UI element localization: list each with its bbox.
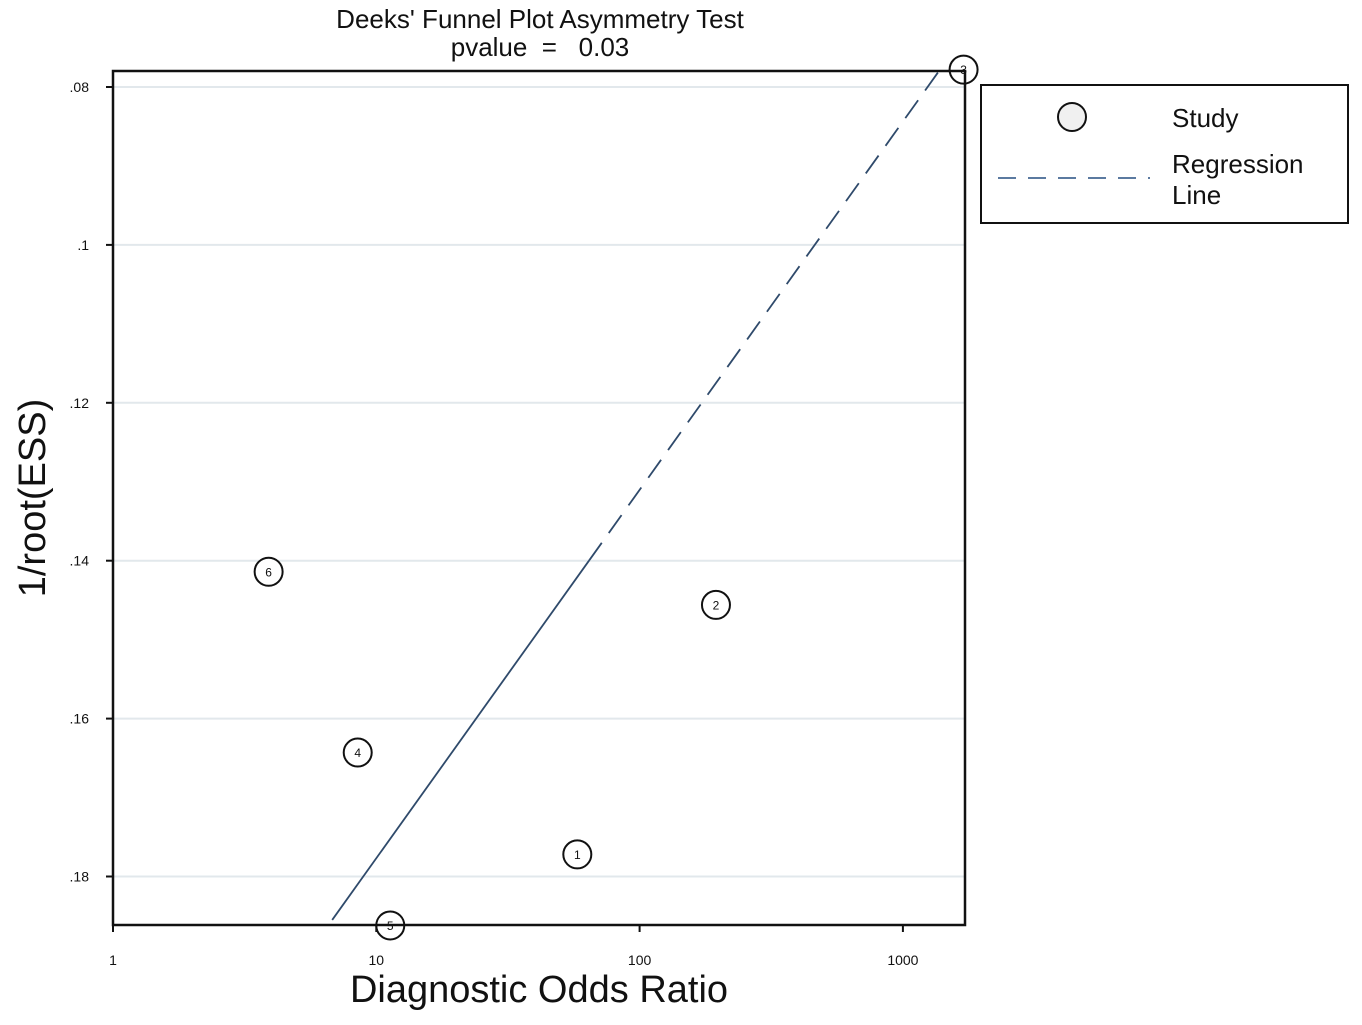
x-axis-label: Diagnostic Odds Ratio — [350, 969, 728, 1011]
study-point: 6 — [253, 556, 284, 587]
regression-line-dashed — [588, 68, 942, 562]
legend-regression-label-line1: Regression — [1172, 149, 1304, 179]
study-point-label: 4 — [354, 746, 361, 760]
legend-regression-label-line2: Line — [1172, 180, 1221, 210]
plot-frame — [111, 69, 967, 927]
study-point-label: 2 — [713, 598, 720, 612]
legend: Study Regression Line — [980, 84, 1349, 224]
regression-line — [331, 68, 942, 921]
legend-box — [980, 84, 1349, 224]
legend-study-marker — [1057, 102, 1087, 132]
study-point-marker — [253, 556, 284, 587]
y-axis-label: 1/root(ESS) — [12, 399, 54, 598]
legend-study-label: Study — [1172, 103, 1239, 133]
y-tick-label: .08 — [70, 79, 90, 95]
study-point: 2 — [700, 589, 731, 620]
study-point: 4 — [342, 737, 373, 768]
x-tick-label: 1000 — [887, 952, 918, 968]
chart-subtitle: pvalue = 0.03 — [451, 32, 630, 62]
y-tick-label: .16 — [70, 711, 90, 727]
study-point-label: 6 — [265, 565, 272, 579]
y-tick-label: .12 — [70, 395, 90, 411]
study-point-marker — [948, 54, 979, 85]
study-point: 1 — [562, 839, 593, 870]
x-axis-ticks: 1 10 100 1000 — [109, 925, 919, 968]
study-point-label: 1 — [574, 848, 581, 862]
regression-line-solid — [331, 560, 590, 921]
study-point-marker — [342, 737, 373, 768]
y-tick-label: .1 — [77, 237, 89, 253]
y-tick-label: .18 — [70, 869, 90, 885]
x-tick-label: 1 — [109, 952, 117, 968]
y-axis-ticks: .08 .1 .12 .14 .16 .18 — [70, 79, 113, 885]
x-tick-label: 10 — [369, 952, 385, 968]
study-point-marker — [700, 589, 731, 620]
study-point-marker — [562, 839, 593, 870]
x-tick-label: 100 — [628, 952, 652, 968]
y-tick-label: .14 — [70, 553, 90, 569]
chart-title: Deeks' Funnel Plot Asymmetry Test — [336, 4, 744, 34]
study-point: 3 — [948, 54, 979, 85]
gridlines — [113, 86, 965, 878]
